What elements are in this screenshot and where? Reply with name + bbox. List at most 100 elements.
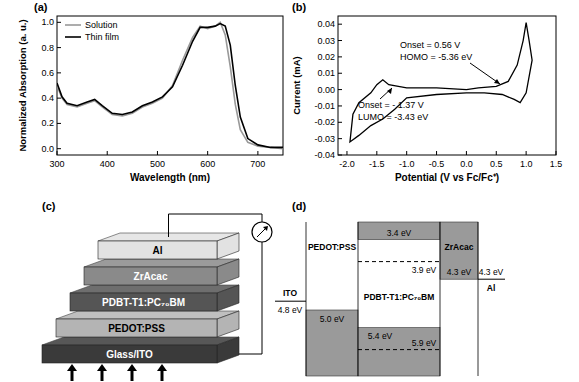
level-label: 3.9 eV (412, 265, 437, 275)
level-label: 4.3 eV (447, 267, 472, 277)
layer-top (84, 259, 239, 267)
layer-front (98, 241, 217, 259)
y-tick (57, 47, 61, 48)
x-tick-label: 0.0 (460, 159, 473, 169)
device-diagram: (c) Glass/ITO PEDOT:PSS PDBT-T1:PC₇₀BM ZrAca… (42, 200, 272, 381)
panel-title: (b) (292, 1, 306, 13)
layer-front (70, 293, 217, 311)
arrow-head (67, 364, 77, 371)
legend-label: Thin film (85, 32, 119, 42)
material-label: ZrAcac (445, 242, 474, 252)
level-label: 4.3 eV (479, 267, 504, 277)
annotation: HOMO = -5.36 eV (400, 52, 472, 62)
series-line (57, 22, 283, 148)
layer-side (217, 311, 239, 337)
panel-title: (a) (34, 1, 48, 13)
y-tick (338, 105, 342, 106)
legend-swatch (65, 36, 81, 38)
annotation: Onset = 0.56 V (400, 40, 460, 50)
y-tick (338, 122, 342, 123)
band-box (306, 310, 358, 376)
y-label: Current (mA) (291, 56, 302, 115)
layer-label: PEDOT:PSS (108, 323, 165, 334)
level-label: 4.8 eV (278, 305, 303, 315)
column-divider (440, 222, 441, 376)
ammeter-needle (257, 227, 267, 237)
y-tick-label: 0.02 (317, 52, 335, 62)
x-tick-label: 0.5 (490, 159, 503, 169)
band-box (358, 328, 440, 376)
energy-level (275, 301, 306, 302)
x-tick (57, 151, 58, 155)
x-tick (157, 151, 158, 155)
layer-label: ZrAcac (134, 271, 168, 282)
y-tick-label: 0.04 (317, 19, 335, 29)
x-tick (496, 151, 497, 155)
y-tick (338, 155, 342, 156)
x-tick-label: 600 (200, 159, 215, 169)
arrow-head (494, 79, 500, 84)
band-box (358, 222, 440, 240)
annotation-arrow (470, 63, 500, 84)
layer-label: PDBT-T1:PC₇₀BM (102, 297, 185, 308)
arrow-head (263, 226, 268, 231)
light-arrow (101, 370, 104, 381)
frame (338, 16, 556, 155)
panel-title: (c) (42, 200, 56, 212)
legend-swatch (65, 24, 81, 26)
y-tick (338, 89, 342, 90)
y-tick (338, 56, 342, 57)
layer-front (84, 267, 217, 285)
plot: (a)3004005006007000.00.20.40.60.81.0Wave… (17, 1, 283, 183)
layer-front (42, 345, 217, 363)
series-line (57, 24, 283, 148)
y-tick (57, 148, 61, 149)
cv-line (350, 23, 532, 142)
y-tick-label: 0.2 (41, 118, 54, 128)
column-divider (306, 222, 307, 376)
level-label: 5.4 eV (368, 331, 393, 341)
wire (239, 242, 262, 354)
x-tick (556, 151, 557, 155)
light-arrow (71, 370, 74, 381)
x-tick-label: 300 (49, 159, 64, 169)
arrow-head (127, 364, 137, 371)
y-tick-label: 0.0 (41, 144, 54, 154)
band-box (440, 222, 478, 279)
y-tick (57, 22, 61, 23)
y-tick-label: -0.03 (314, 134, 335, 144)
wire (169, 214, 263, 237)
layer-side (217, 285, 239, 311)
x-tick-label: 1.0 (520, 159, 533, 169)
frame (57, 16, 283, 155)
y-tick-label: 0.6 (41, 68, 54, 78)
x-tick-label: 500 (150, 159, 165, 169)
x-tick (436, 151, 437, 155)
level-label: 5.0 eV (320, 314, 345, 324)
annotation-arrow (380, 88, 392, 99)
energy-diagram: (d)4.8 eVITO5.0 eVPEDOT:PSS3.4 eV3.9 eV5… (275, 200, 505, 376)
level-label: 5.9 eV (412, 338, 437, 348)
layer-label: Al (153, 245, 163, 256)
y-tick-label: 0.4 (41, 93, 54, 103)
layer-label: Glass/ITO (106, 349, 153, 360)
y-tick (338, 24, 342, 25)
x-tick-label: 700 (250, 159, 265, 169)
energy-level (358, 261, 440, 262)
y-tick (57, 72, 61, 73)
x-tick (406, 151, 407, 155)
x-label: Wavelength (nm) (130, 172, 210, 183)
legend-label: Solution (85, 20, 118, 30)
layer-front (56, 319, 217, 337)
y-tick (57, 123, 61, 124)
x-tick (257, 151, 258, 155)
annotation: LUMO = -3.43 eV (358, 112, 428, 122)
y-label: Normalized Absorption (a. u.) (17, 19, 28, 151)
x-tick (466, 151, 467, 155)
y-tick-label: 0.00 (317, 85, 335, 95)
data-group (350, 23, 532, 142)
x-tick-label: 400 (100, 159, 115, 169)
x-tick (107, 151, 108, 155)
x-label: Potential (V vs Fc/Fc⁺) (395, 172, 499, 183)
light-arrow (131, 370, 134, 381)
